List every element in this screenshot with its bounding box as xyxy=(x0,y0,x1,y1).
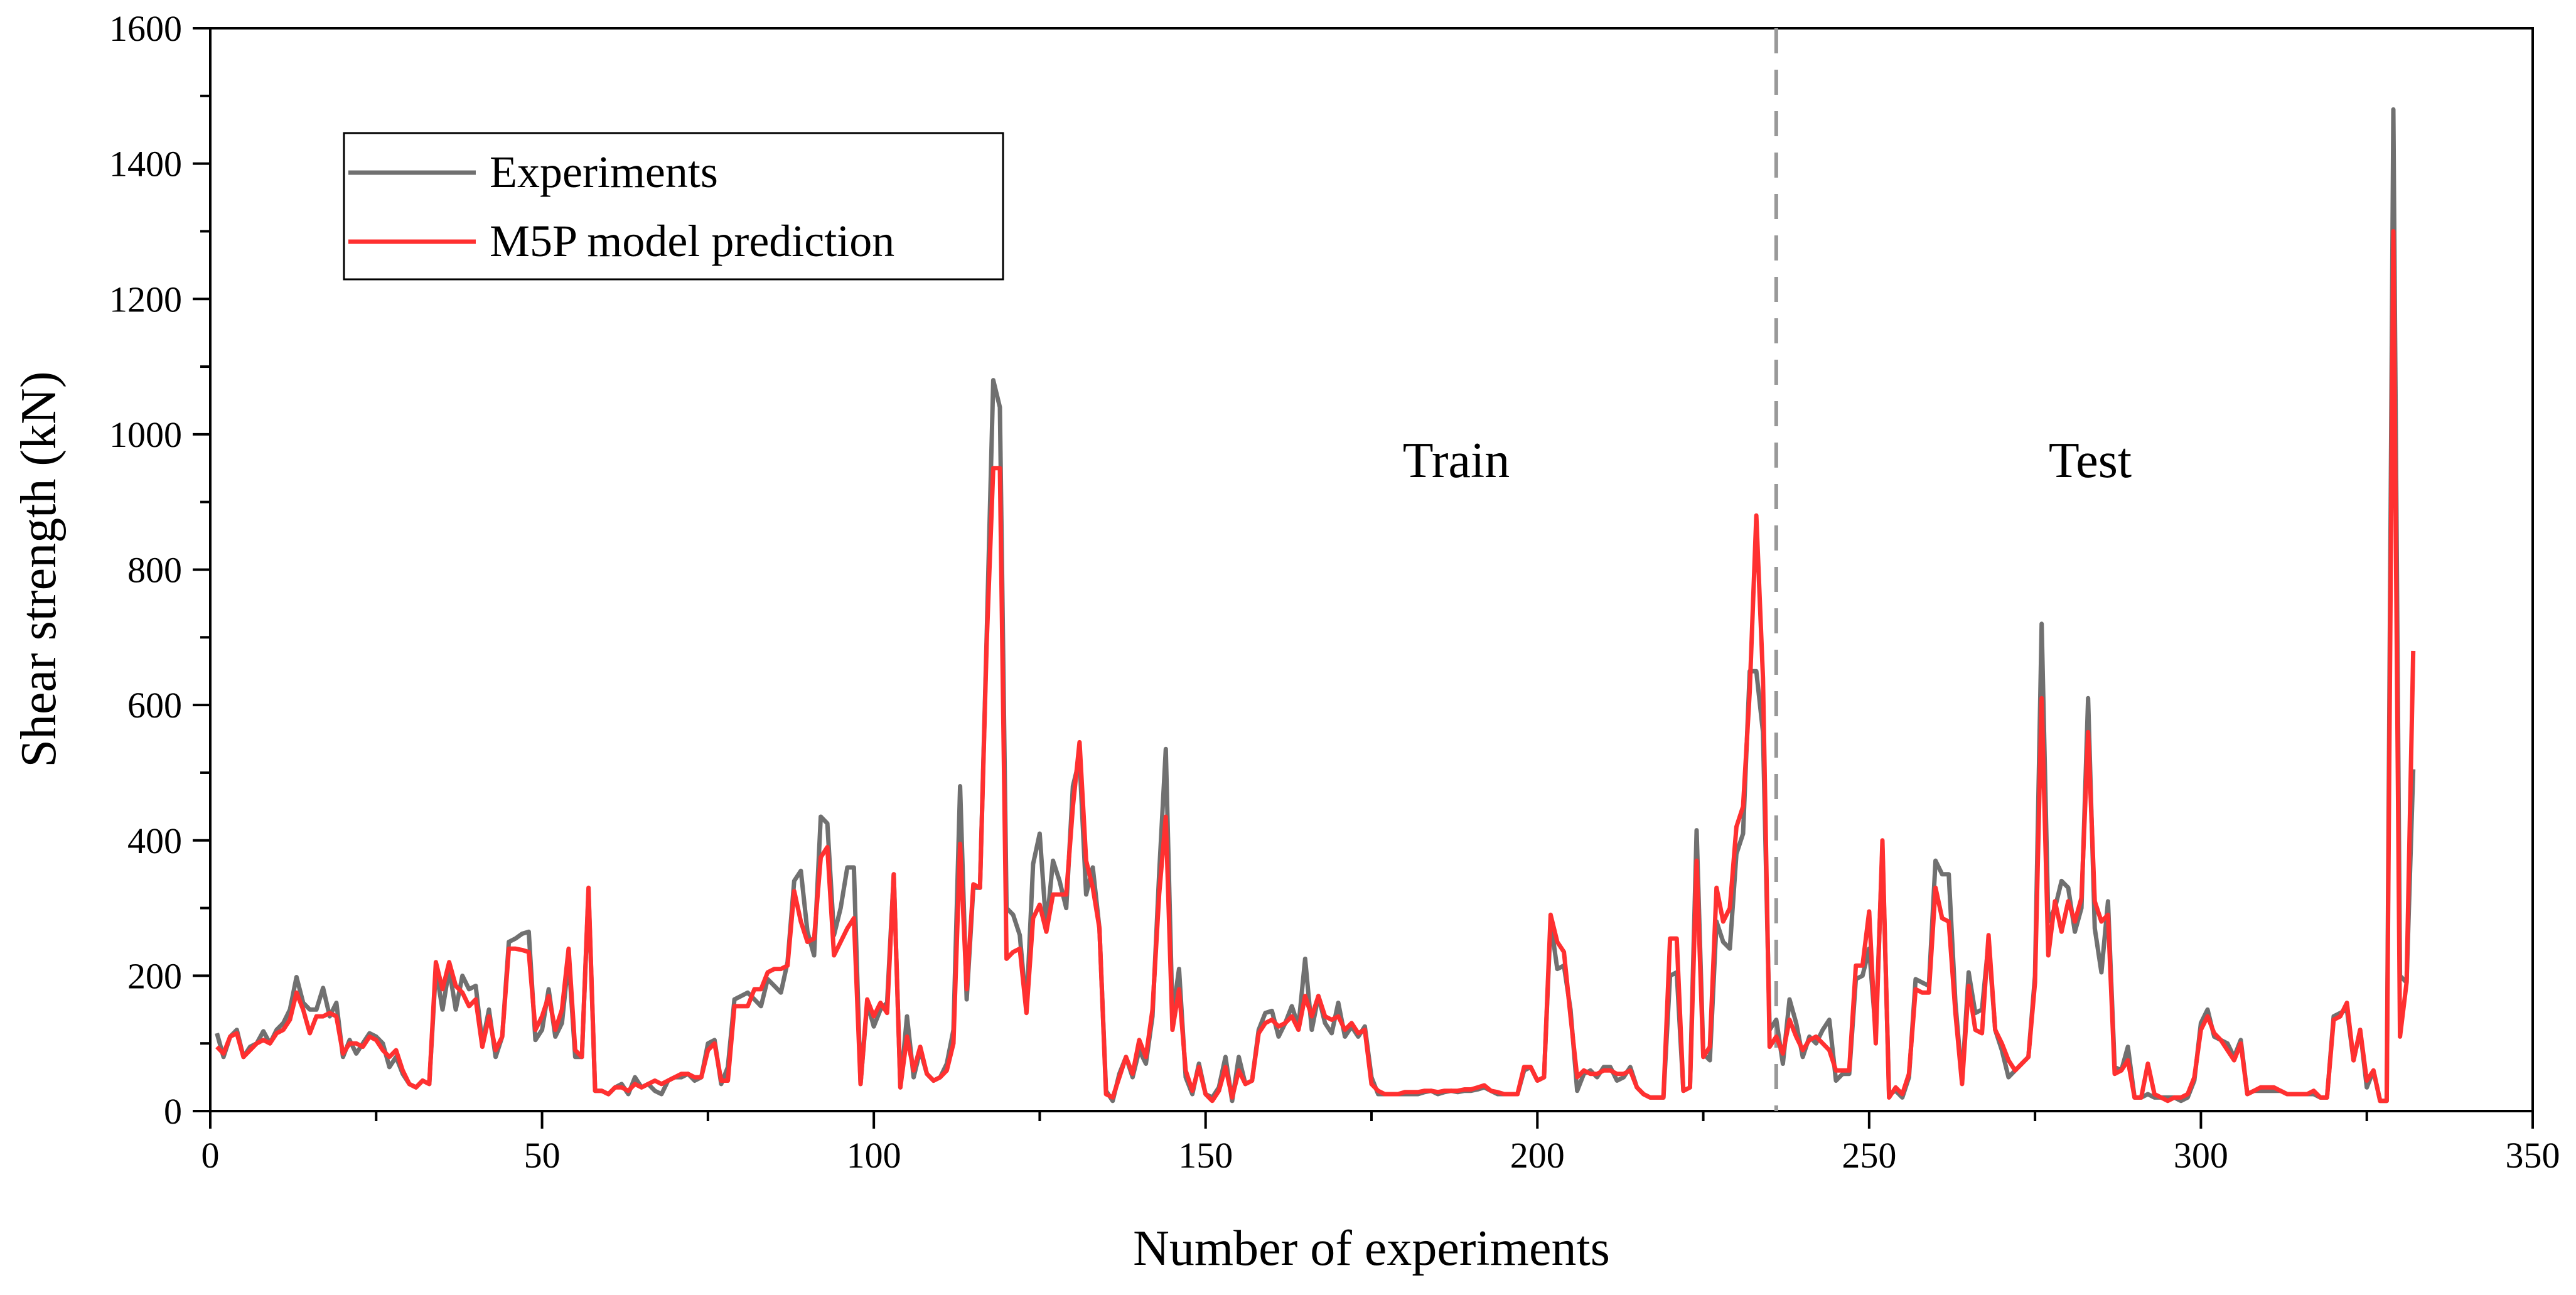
y-tick-label-800: 800 xyxy=(127,550,182,591)
legend: Experiments M5P model prediction xyxy=(343,132,1004,281)
y-axis-title: Shear strength (kN) xyxy=(11,372,67,768)
y-tick-label-400: 400 xyxy=(127,820,182,861)
y-tick-label-1200: 1200 xyxy=(109,279,182,320)
x-tick-label-100: 100 xyxy=(847,1135,901,1176)
train-annotation: Train xyxy=(1403,433,1510,488)
x-axis-title: Number of experiments xyxy=(1133,1221,1610,1276)
x-tick-label-150: 150 xyxy=(1178,1135,1233,1176)
y-tick-label-0: 0 xyxy=(164,1091,182,1132)
legend-label-m5p-prediction: M5P model prediction xyxy=(490,216,894,266)
series-line-m5p-prediction xyxy=(215,228,2416,1104)
x-tick-label-200: 200 xyxy=(1510,1135,1565,1176)
x-tick-label-350: 350 xyxy=(2506,1135,2560,1176)
y-tick-label-1000: 1000 xyxy=(109,414,182,455)
x-tick-label-50: 50 xyxy=(524,1135,561,1176)
x-tick-label-250: 250 xyxy=(1842,1135,1896,1176)
x-tick-label-0: 0 xyxy=(201,1135,220,1176)
y-tick-label-600: 600 xyxy=(127,685,182,726)
test-annotation: Test xyxy=(2049,433,2132,488)
y-tick-label-200: 200 xyxy=(127,955,182,996)
legend-box xyxy=(343,132,1004,281)
y-tick-label-1400: 1400 xyxy=(109,144,182,185)
y-tick-label-1600: 1600 xyxy=(109,8,182,49)
axis-ticks: 0 50 100 150 200 250 300 350 0 200 400 600 800 1000 12… xyxy=(109,8,2560,1176)
x-tick-label-300: 300 xyxy=(2174,1135,2228,1176)
series-lines xyxy=(215,107,2416,1104)
legend-label-experiments: Experiments xyxy=(490,147,718,197)
